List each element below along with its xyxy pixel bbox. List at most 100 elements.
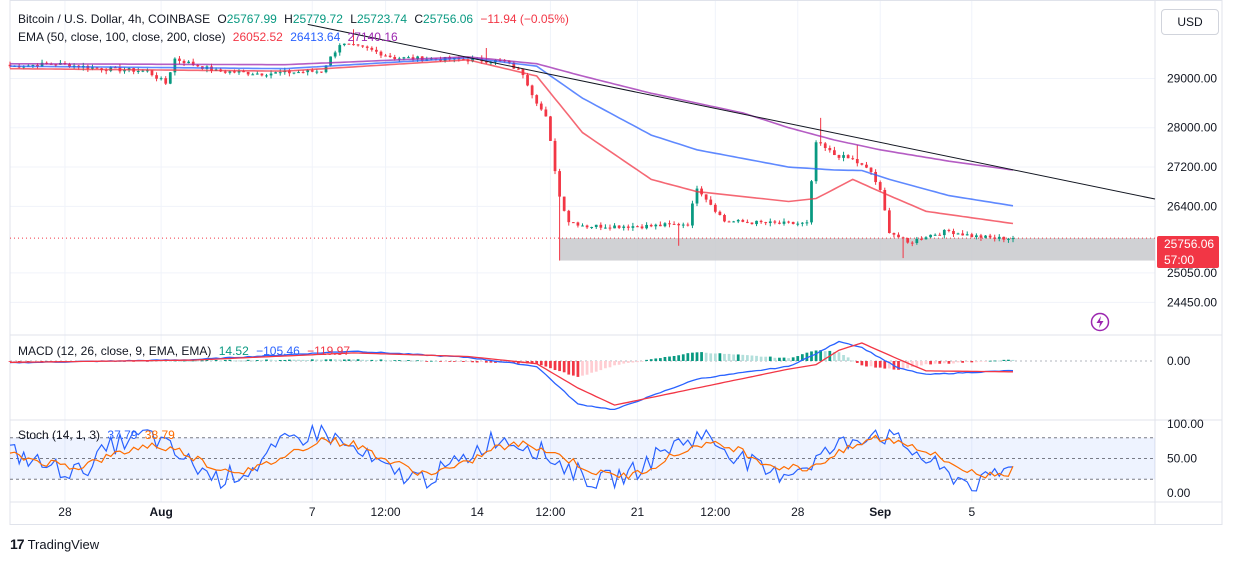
macd-histogram-bar: [631, 361, 635, 363]
macd-histogram-bar: [17, 361, 21, 362]
candle-body: [887, 210, 891, 234]
candle-body: [704, 194, 708, 200]
trendline[interactable]: [307, 23, 1156, 200]
current-price-value: 25756.06: [1164, 237, 1215, 251]
candle-body: [929, 234, 932, 238]
candle-body: [622, 226, 626, 228]
macd-histogram-bar: [823, 351, 827, 361]
macd-histogram-bar: [292, 359, 296, 361]
lightning-icon[interactable]: [1090, 312, 1110, 332]
macd-histogram-bar: [407, 360, 410, 361]
candle-body: [356, 44, 360, 46]
price-tick-label: 26400.00: [1167, 199, 1217, 213]
macd-histogram-bar: [361, 359, 365, 361]
candle-body: [484, 61, 488, 63]
candle-body: [617, 225, 621, 228]
candle-body: [759, 220, 763, 223]
stoch-legend[interactable]: Stoch (14, 1, 3) 37.79 38.79: [18, 428, 179, 442]
macd-histogram-bar: [210, 360, 213, 361]
macd-histogram-bar: [599, 361, 603, 371]
candle-body: [397, 58, 401, 60]
macd-hist-value: 14.52: [218, 344, 249, 358]
macd-histogram-bar: [168, 360, 172, 362]
macd-histogram-bar: [489, 361, 493, 363]
candle-body: [370, 47, 374, 50]
macd-histogram-bar: [732, 354, 736, 361]
macd-legend[interactable]: MACD (12, 26, close, 9, EMA, EMA) 14.52 …: [18, 344, 354, 358]
ema-legend[interactable]: EMA (50, close, 100, close, 200, close) …: [18, 30, 402, 44]
time-tick-label: 21: [631, 505, 645, 519]
candle-body: [732, 221, 736, 223]
macd-histogram-bar: [654, 358, 658, 361]
stoch-d-line: [9, 434, 1014, 480]
candle-body: [837, 155, 841, 158]
macd-histogram-bar: [237, 360, 241, 362]
macd-histogram-bar: [773, 357, 777, 361]
candle-body: [196, 64, 200, 67]
macd-histogram-bar: [961, 361, 965, 363]
macd-histogram-bar: [384, 360, 387, 361]
macd-histogram-bar: [846, 357, 850, 361]
macd-histogram-bar: [182, 360, 186, 362]
macd-histogram-bar: [379, 359, 383, 361]
time-tick-label: Sep: [869, 505, 891, 519]
macd-histogram-bar: [746, 355, 749, 361]
macd-histogram-bar: [952, 361, 955, 364]
macd-histogram-bar: [938, 361, 942, 364]
macd-histogram-bar: [800, 354, 804, 361]
macd-histogram-bar: [814, 350, 818, 361]
candle-body: [846, 155, 850, 159]
ema-line: [10, 58, 1014, 225]
macd-histogram-bar: [466, 361, 470, 362]
tv-logo-icon: 17: [10, 536, 25, 552]
candlestick-series: [8, 29, 1015, 261]
ema200-value: 27140.16: [347, 30, 398, 44]
macd-histogram-bar: [228, 359, 232, 361]
time-axis[interactable]: 28 Aug 7 12:00 14 12:00 21 12:00 28 Sep 5: [58, 505, 975, 519]
candle-body: [265, 75, 268, 77]
macd-histogram-bar: [842, 355, 845, 361]
macd-histogram-bar: [576, 361, 580, 377]
macd-histogram-bar: [356, 359, 360, 361]
candle-body: [984, 235, 987, 238]
macd-histogram-bar: [196, 360, 200, 362]
candle-body: [924, 237, 928, 240]
macd-histogram-bar: [691, 352, 694, 361]
candle-body: [136, 70, 140, 72]
currency-button[interactable]: USD: [1161, 9, 1219, 35]
candle-body: [388, 55, 392, 57]
macd-value: −105.46: [256, 344, 300, 358]
tradingview-logo[interactable]: 17 TradingView: [10, 536, 99, 552]
macd-histogram-bar: [301, 359, 305, 361]
macd-histogram-bar: [677, 355, 681, 361]
candle-body: [604, 227, 607, 229]
macd-histogram-bar: [929, 361, 932, 365]
symbol-title[interactable]: Bitcoin / U.S. Dollar, 4h, COINBASE: [18, 12, 211, 26]
macd-histogram-bar: [539, 361, 543, 366]
candle-body: [379, 51, 383, 56]
candle-body: [223, 71, 227, 73]
macd-histogram-bar: [1002, 359, 1006, 361]
ema-line: [10, 56, 1014, 207]
ema-line: [9, 56, 1014, 171]
macd-histogram-bar: [329, 359, 332, 361]
candle-body: [988, 235, 992, 238]
candle-body: [553, 140, 557, 172]
macd-histogram-bar: [865, 361, 868, 367]
candle-body: [251, 74, 255, 76]
macd-histogram-bar: [924, 361, 928, 365]
stoch-k-line: [9, 423, 1014, 492]
candle-body: [168, 72, 172, 84]
macd-histogram-bar: [571, 361, 575, 376]
candle-body: [269, 73, 273, 76]
candle-body: [292, 72, 296, 74]
price-axis[interactable]: 29000.00 28000.00 27200.00 26400.00 25050.00…: [1167, 72, 1217, 501]
macd-histogram-bar: [402, 360, 406, 362]
macd-histogram-bar: [796, 356, 800, 361]
candle-body: [237, 71, 241, 73]
macd-histogram-bar: [420, 360, 424, 362]
macd-histogram-bar: [544, 361, 548, 367]
candle-body: [466, 59, 470, 62]
candle-body: [755, 220, 758, 225]
